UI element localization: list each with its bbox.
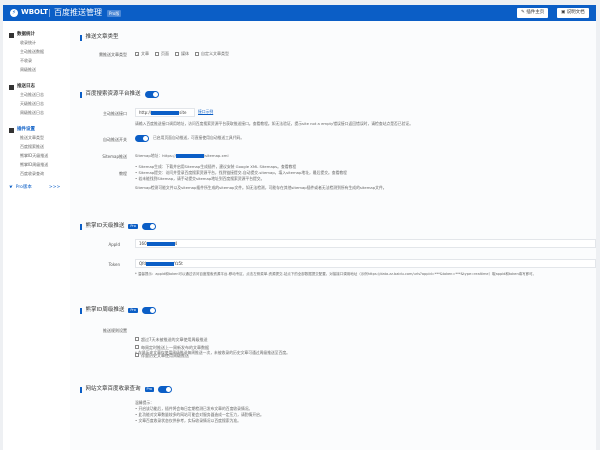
version-badge: Pro版 bbox=[107, 10, 122, 17]
section-title: 熊掌ID天级推送 bbox=[85, 223, 125, 229]
tutorial-item: • Sitemap生成：下载并启用Sitemap生成插件，建议安装 Google… bbox=[135, 164, 297, 169]
sidebar-item[interactable]: 推送文章类型 bbox=[20, 135, 44, 140]
section-index-query: 网站文章百度收录查询 Pro bbox=[80, 386, 173, 393]
tutorial-note: Sitemap检测可能文件以及sitemap插件所生成的sitemap文件。如无… bbox=[135, 185, 387, 190]
log-icon bbox=[9, 84, 14, 90]
daily-push-toggle[interactable] bbox=[141, 223, 156, 230]
bolt-icon: ⚡ bbox=[10, 8, 18, 17]
field-label: AppId bbox=[108, 242, 120, 247]
field-label: Token bbox=[108, 262, 120, 267]
section-daily-push: 熊掌ID天级推送 Pro bbox=[80, 223, 156, 230]
appid-input[interactable]: 160 4 bbox=[135, 239, 596, 248]
pro-icon: ❦ bbox=[9, 185, 13, 190]
pro-version-link[interactable]: ❦ Pro版本 >>> bbox=[9, 185, 60, 191]
docs-label: 说明文档 bbox=[566, 10, 585, 15]
sitemap-url: Sitemap地址：https:///sitemap.xml bbox=[135, 153, 229, 158]
brand-name: WBOLT bbox=[21, 8, 49, 16]
tutorial-item: • Sitemap提交：访问并登录百度搜索资源平台，找到链接提交-自动提交-si… bbox=[135, 170, 347, 175]
tutorial-item: • 若未能找到Sitemap，请手动提交sitemap地址到百度搜索资源平台提交… bbox=[135, 176, 265, 181]
hint-item: • 此功能对文章数量较多的网站可能会对服务器造成一定压力，请酌情开启。 bbox=[135, 412, 264, 417]
field-label: Sitemap推送 bbox=[102, 154, 127, 159]
pro-arrow: >>> bbox=[48, 185, 61, 190]
field-label: 自动推送开关 bbox=[103, 137, 127, 142]
daily-push-hint: * 温馨提示：appid和token可以通过访问百度搜索资源平台-移动专区，点击… bbox=[135, 272, 537, 276]
section-title: 网站文章百度收录查询 bbox=[85, 386, 141, 392]
plugin-home-button[interactable]: ✎ 插件主页 bbox=[517, 8, 549, 18]
field-label: 推送规则设置 bbox=[103, 328, 127, 333]
baidu-push-toggle[interactable] bbox=[144, 91, 159, 98]
weekly-option[interactable]: 存量历史文章使用周级推送 bbox=[135, 342, 195, 361]
weekly-option[interactable]: 超过7天未被推送的文章使用周级推送 bbox=[135, 326, 214, 345]
auto-push-toggle[interactable] bbox=[135, 135, 149, 142]
sidebar-group-stats[interactable]: 数据统计 bbox=[9, 32, 35, 38]
group-label: 数据统计 bbox=[17, 32, 35, 37]
index-query-toggle[interactable] bbox=[158, 386, 173, 393]
pro-badge: Pro bbox=[144, 387, 155, 392]
field-label: 教程 bbox=[119, 171, 127, 176]
section-post-types: 推送文章类型 bbox=[80, 34, 119, 41]
field-label: 需推送文章类型 bbox=[99, 52, 127, 57]
plugin-home-label: 插件主页 bbox=[526, 10, 545, 15]
group-label: 推送日志 bbox=[17, 84, 35, 89]
checkbox-page[interactable]: 页面 bbox=[155, 51, 169, 56]
hint-item: • 开启该功能后，插件将会每日定期检测已发布文章的百度收录情况。 bbox=[135, 406, 253, 411]
hint-item: • 文章百度收录状态仅供参考，实际收录情况以百度搜索为准。 bbox=[135, 418, 241, 423]
sidebar-item[interactable]: 天级推送日志 bbox=[20, 101, 44, 106]
section-weekly-push: 熊掌ID周级推送 Pro bbox=[80, 307, 156, 314]
pro-badge: Pro bbox=[128, 224, 138, 229]
top-header: ⚡ WBOLT 百度推送管理 Pro版 ✎ 插件主页 ▣ 说明文档 bbox=[3, 5, 596, 21]
hint-title: 温馨提示： bbox=[135, 400, 154, 405]
pro-label: Pro版本 bbox=[15, 185, 32, 190]
divider bbox=[49, 9, 50, 17]
section-title: 推送文章类型 bbox=[85, 34, 119, 40]
sidebar-item[interactable]: 百度搜索推送 bbox=[20, 144, 44, 149]
checkbox-media[interactable]: 媒体 bbox=[175, 51, 189, 56]
sidebar-item[interactable]: 周级推送日志 bbox=[20, 110, 44, 115]
pro-badge: Pro bbox=[128, 308, 138, 313]
sidebar-item[interactable]: 不收录 bbox=[20, 58, 32, 63]
sidebar-item[interactable]: 收录统计 bbox=[20, 40, 36, 45]
brand-logo: ⚡ WBOLT bbox=[10, 8, 48, 17]
sidebar-item[interactable]: 主动推送日志 bbox=[20, 92, 44, 97]
token-input[interactable]: Qfd Yz5t bbox=[135, 259, 596, 268]
section-title: 熊掌ID周级推送 bbox=[85, 307, 125, 313]
api-hint: 请输入百度推送接口调用地址，访问百度搜索资源平台获取推送接口。查看教程。如无法验… bbox=[135, 121, 413, 126]
sidebar-group-logs[interactable]: 推送日志 bbox=[9, 84, 35, 90]
field-label: 主动推送接口 bbox=[103, 111, 127, 116]
checkbox-post[interactable]: ✓ 文章 bbox=[135, 51, 149, 57]
settings-icon bbox=[9, 127, 14, 133]
weekly-push-toggle[interactable] bbox=[141, 307, 156, 314]
api-url-input[interactable]: http://site bbox=[135, 108, 195, 117]
section-title: 百度搜索资源平台推送 bbox=[85, 91, 141, 97]
sidebar-item[interactable]: 熊掌ID周级推送 bbox=[20, 162, 49, 167]
sidebar-item[interactable]: 主动推送数据 bbox=[20, 49, 44, 54]
sidebar-group-settings[interactable]: 插件设置 bbox=[9, 127, 35, 133]
page-title: 百度推送管理 bbox=[54, 8, 102, 17]
sidebar-item[interactable]: 熊掌ID天级推送 bbox=[20, 153, 49, 158]
sidebar: 数据统计 收录统计 主动推送数据 不收录 周级推送 推送日志 主动推送日志 天级… bbox=[3, 21, 70, 450]
sidebar-item[interactable]: 百度收录查询 bbox=[20, 171, 44, 176]
chart-icon bbox=[9, 32, 14, 38]
sidebar-item[interactable]: 周级推送 bbox=[20, 67, 36, 72]
weekly-push-hint: * 存量历史文章仅使用周级推送每周推送一次，未被收录的历史文章可通过周级推送至百… bbox=[135, 350, 290, 355]
group-label: 插件设置 bbox=[17, 127, 35, 132]
docs-button[interactable]: ▣ 说明文档 bbox=[557, 8, 589, 18]
post-type-checkboxes: ✓ 文章 页面 媒体 自定义文章类型 bbox=[135, 51, 235, 57]
auto-push-text: 已启用页面自动推送，可直接使用自动推送工具代码。 bbox=[153, 135, 245, 140]
api-example-link[interactable]: 接口示例 bbox=[198, 109, 214, 114]
checkbox-custom[interactable]: 自定义文章类型 bbox=[195, 51, 229, 56]
weekly-option[interactable]: 每周定时推送上一周新发布的文章数据 bbox=[135, 334, 215, 353]
section-baidu-push: 百度搜索资源平台推送 bbox=[80, 91, 159, 98]
